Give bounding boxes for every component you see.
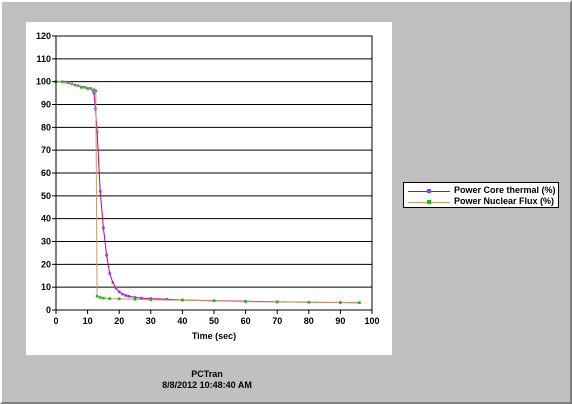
data-point	[94, 89, 98, 93]
y-tick-label: 50	[41, 191, 51, 201]
series-power-core-thermal	[54, 80, 361, 304]
x-tick-label: 90	[335, 316, 345, 326]
data-point	[133, 297, 137, 301]
legend-label: Power Nuclear Flux (%)	[454, 196, 555, 206]
x-tick-label: 50	[209, 316, 219, 326]
data-point	[73, 83, 77, 87]
legend-item-power-nuclear-flux: Power Nuclear Flux (%)	[407, 196, 559, 209]
data-point	[95, 130, 99, 134]
data-point	[244, 300, 247, 303]
y-tick-label: 90	[41, 100, 51, 110]
series-line	[56, 81, 360, 304]
data-point	[95, 295, 99, 298]
data-point	[133, 296, 137, 299]
x-axis-label: Time (sec)	[192, 331, 236, 341]
data-point	[339, 301, 342, 304]
x-tick-label: 80	[304, 316, 314, 326]
data-point	[92, 88, 96, 91]
y-tick-label: 120	[36, 31, 51, 41]
data-point	[108, 297, 112, 300]
data-point	[114, 287, 118, 290]
legend-item-power-core-thermal: Power Core thermal (%)	[407, 185, 559, 198]
data-point	[212, 299, 216, 303]
legend: Power Core thermal (%) Power Nuclear Flu…	[403, 182, 559, 208]
x-tick-label: 60	[241, 316, 251, 326]
x-tick-label: 70	[272, 316, 282, 326]
y-tick-label: 0	[46, 305, 51, 315]
data-point	[149, 298, 153, 302]
data-point	[89, 87, 93, 90]
footer-timestamp: 8/8/2012 10:48:40 AM	[162, 380, 252, 390]
data-point	[358, 301, 361, 304]
y-tick-label: 20	[41, 259, 51, 269]
footer: PCTran 8/8/2012 10:48:40 AM	[122, 369, 292, 391]
x-tick-label: 20	[114, 316, 124, 326]
x-tick-label: 100	[364, 316, 379, 326]
y-tick-label: 100	[36, 77, 51, 87]
y-tick-label: 110	[36, 54, 51, 64]
x-tick-label: 10	[83, 316, 93, 326]
data-point	[67, 81, 70, 85]
data-point	[102, 226, 105, 230]
data-point	[108, 272, 112, 275]
data-point	[111, 281, 115, 284]
legend-swatch-marker	[427, 200, 431, 204]
data-point	[140, 296, 143, 300]
chart-svg: 0 10 20 30 40 50 60 70 80 90 100 110 120 0 10 20 30 40 50 6…	[36, 31, 380, 341]
x-tick-label: 30	[146, 316, 156, 326]
axis-layer: 0 10 20 30 40 50 60 70 80 90 100 110 120 0 10 20 30 40 50 6…	[36, 31, 380, 326]
series-layer	[54, 80, 361, 304]
y-tick-label: 10	[41, 282, 51, 292]
y-tick-label: 70	[41, 145, 51, 155]
data-point	[98, 296, 102, 299]
x-tick-label: 40	[177, 316, 187, 326]
data-point	[307, 300, 311, 304]
y-tick-label: 40	[41, 214, 51, 224]
plot-panel: 0 10 20 30 40 50 60 70 80 90 100 110 120 0 10 20 30 40 50 6…	[26, 22, 392, 355]
data-point	[275, 300, 279, 304]
footer-app-name: PCTran	[191, 369, 223, 379]
y-tick-label: 60	[41, 168, 51, 178]
data-point	[124, 294, 127, 297]
data-point	[121, 292, 124, 296]
data-point	[102, 296, 105, 300]
x-tick-label: 0	[53, 316, 58, 326]
legend-swatch-marker	[427, 189, 431, 193]
data-point	[79, 86, 83, 89]
data-point	[83, 86, 86, 89]
data-point	[98, 189, 102, 193]
y-tick-label: 30	[41, 237, 51, 247]
data-point	[117, 297, 121, 301]
data-point	[105, 253, 108, 257]
y-tick-label: 80	[41, 122, 51, 132]
data-point	[117, 290, 121, 294]
data-point	[92, 91, 96, 95]
data-point	[127, 295, 130, 298]
data-point	[61, 80, 64, 83]
data-point	[86, 87, 89, 90]
data-point	[181, 298, 184, 302]
grid-layer	[56, 35, 372, 311]
legend-label: Power Core thermal (%)	[454, 185, 556, 195]
data-point	[165, 297, 168, 301]
